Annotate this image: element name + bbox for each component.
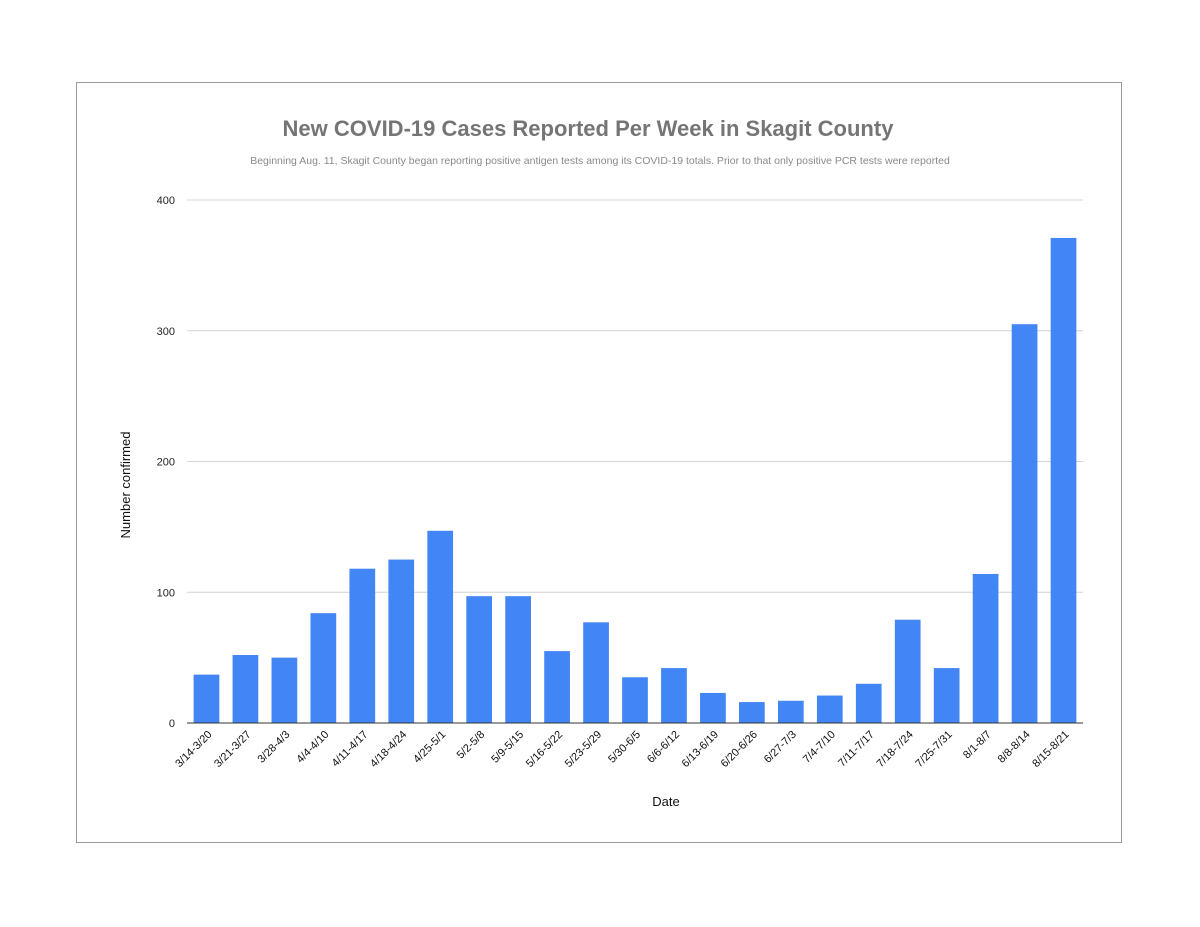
bar — [894, 619, 921, 723]
bar — [1050, 237, 1077, 724]
y-tick-label: 200 — [157, 457, 175, 469]
y-tick-label: 0 — [169, 718, 175, 730]
x-tick-label: 5/30-6/5 — [606, 729, 643, 766]
x-tick-label: 5/9-5/15 — [489, 729, 526, 766]
bar — [739, 702, 765, 723]
x-tick-label: 4/4-4/10 — [294, 729, 331, 766]
x-tick-label: 3/21-3/27 — [212, 729, 253, 770]
x-tick-label: 5/23-5/29 — [563, 729, 604, 770]
y-axis-label: Number confirmed — [118, 432, 133, 539]
x-tick-label: 5/2-5/8 — [455, 729, 488, 762]
x-tick-label: 4/11-4/17 — [330, 729, 371, 770]
bar — [232, 655, 259, 723]
bar — [310, 613, 337, 723]
chart-title: New COVID-19 Cases Reported Per Week in … — [282, 116, 894, 141]
y-axis-ticks: 0 100 200 300 400 — [157, 195, 175, 730]
x-tick-label: 8/15-8/21 — [1030, 729, 1071, 770]
bar — [855, 683, 882, 723]
bar — [700, 692, 726, 723]
x-axis-ticks: 3/14-3/203/21-3/27 3/28-4/3 4/4-4/104/11-4… — [173, 729, 1071, 770]
bar — [388, 559, 415, 723]
bar — [1011, 324, 1038, 723]
bar — [349, 568, 376, 723]
x-tick-label: 3/14-3/20 — [173, 729, 214, 770]
x-tick-label: 7/18-7/24 — [874, 729, 915, 770]
bar — [777, 700, 804, 723]
bar — [427, 530, 454, 723]
x-axis-label: Date — [652, 794, 679, 809]
bar — [816, 695, 843, 723]
x-tick-label: 4/25-5/1 — [411, 729, 448, 766]
x-tick-label: 6/13-6/19 — [680, 729, 721, 770]
bar — [505, 596, 531, 723]
bars — [193, 237, 1077, 724]
x-tick-label: 8/8-8/14 — [996, 729, 1033, 766]
bar — [583, 622, 609, 723]
y-tick-label: 100 — [157, 587, 175, 599]
chart-subtitle: Beginning Aug. 11, Skagit County began r… — [250, 155, 950, 167]
gridlines — [187, 199, 1083, 593]
x-tick-label: 3/28-4/3 — [255, 729, 292, 766]
bar — [544, 651, 570, 723]
bar — [271, 657, 298, 723]
bar — [622, 677, 648, 723]
bar — [466, 596, 493, 723]
x-tick-label: 6/27-7/3 — [762, 729, 799, 766]
x-tick-label: 5/16-5/22 — [524, 729, 565, 770]
bar — [661, 668, 687, 723]
y-tick-label: 300 — [157, 326, 175, 338]
x-tick-label: 7/4-7/10 — [801, 729, 838, 766]
bar — [972, 573, 999, 723]
x-tick-label: 4/18-4/24 — [368, 729, 409, 770]
x-tick-label: 6/20-6/26 — [719, 729, 760, 770]
y-tick-label: 400 — [157, 195, 175, 207]
x-tick-label: 7/11-7/17 — [836, 729, 877, 770]
x-tick-label: 8/1-8/7 — [961, 729, 994, 762]
x-tick-label: 6/6-6/12 — [645, 729, 682, 766]
x-tick-label: 7/25-7/31 — [913, 729, 954, 770]
bar — [933, 668, 960, 723]
bar — [193, 674, 220, 723]
